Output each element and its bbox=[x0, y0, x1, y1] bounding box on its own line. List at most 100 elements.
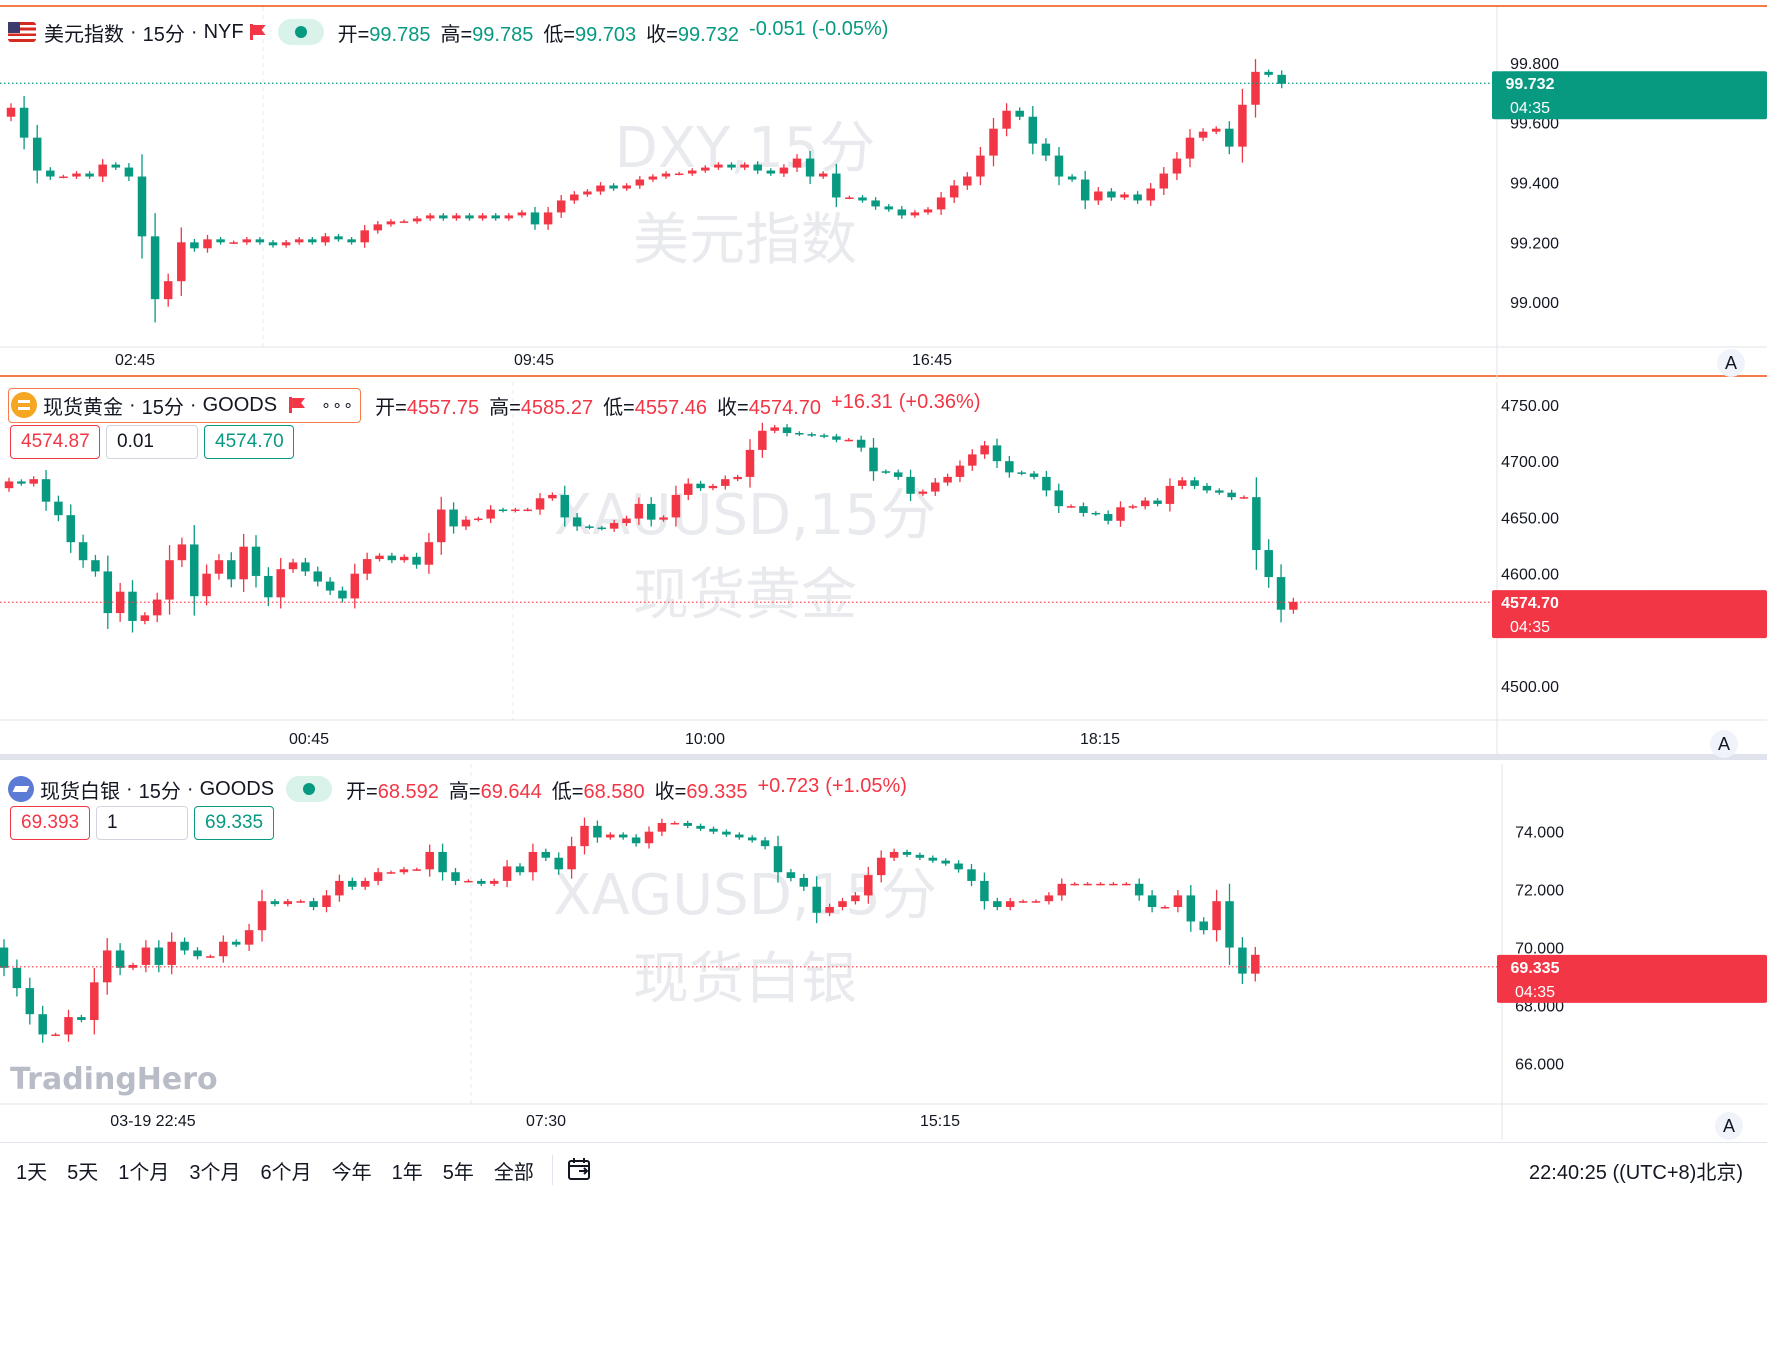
high-value: 4585.27 bbox=[520, 396, 594, 419]
candle-body bbox=[491, 215, 500, 219]
candle-body bbox=[832, 436, 841, 440]
range-1d[interactable]: 1天 bbox=[16, 1161, 48, 1184]
buy-button[interactable]: 4574.70 bbox=[204, 425, 294, 459]
candle-body bbox=[425, 215, 435, 219]
candle-body bbox=[1002, 110, 1011, 129]
candle-body bbox=[696, 825, 705, 829]
candle-body bbox=[437, 509, 446, 543]
symbol-name[interactable]: 美元指数 bbox=[44, 23, 124, 46]
flag-marker-icon[interactable] bbox=[249, 24, 266, 40]
candle-body bbox=[334, 236, 343, 240]
range-6m[interactable]: 6个月 bbox=[260, 1161, 312, 1184]
candle-body bbox=[580, 825, 589, 847]
candle-body bbox=[399, 221, 409, 223]
candle-body bbox=[782, 427, 792, 434]
close-value: 4574.70 bbox=[748, 396, 822, 419]
candle-body bbox=[308, 239, 317, 243]
auto-scale-button[interactable]: A bbox=[1715, 1112, 1743, 1140]
candle-body bbox=[128, 591, 137, 621]
time-tick-label: 18:15 bbox=[1080, 731, 1120, 748]
candle-body bbox=[1251, 71, 1260, 105]
candle-body bbox=[1070, 883, 1079, 886]
symbol-name[interactable]: 现货白银 bbox=[40, 780, 120, 803]
candle-body bbox=[1190, 480, 1199, 486]
auto-scale-button[interactable]: A bbox=[1717, 349, 1745, 377]
chart-pane-dxy[interactable]: DXY,15分 美元指数 99.800 99.600 99.400 99.200 99.00… bbox=[0, 5, 1767, 379]
candle-body bbox=[1277, 74, 1286, 84]
last-price-tag bbox=[1497, 954, 1767, 1003]
range-5d[interactable]: 5天 bbox=[67, 1161, 99, 1184]
range-all[interactable]: 全部 bbox=[493, 1161, 534, 1184]
candle-body bbox=[283, 901, 293, 905]
candle-body bbox=[338, 590, 347, 599]
flag-marker-icon[interactable] bbox=[289, 397, 305, 413]
candle-body bbox=[923, 209, 933, 213]
quantity-input[interactable]: 1 bbox=[96, 806, 188, 840]
candle-body bbox=[1103, 514, 1113, 521]
candle-body bbox=[322, 895, 331, 907]
interval-label[interactable]: 15分 bbox=[142, 23, 185, 46]
candle-body bbox=[66, 515, 75, 543]
range-3m[interactable]: 3个月 bbox=[189, 1161, 241, 1184]
candle-body bbox=[190, 242, 199, 249]
exchange-label: GOODS bbox=[202, 393, 278, 416]
buy-button[interactable]: 69.335 bbox=[194, 806, 274, 840]
candle-body bbox=[1083, 883, 1092, 886]
candle-body bbox=[687, 170, 697, 174]
auto-scale-button[interactable]: A bbox=[1710, 730, 1738, 758]
candle-body bbox=[799, 878, 809, 887]
price-tick-label: 4750.00 bbox=[1501, 398, 1559, 415]
candle-body bbox=[498, 509, 508, 512]
chart-pane-xauusd[interactable]: XAUUSD,15分 现货黄金 4750.00 4700.00 4650.00 4600.… bbox=[0, 382, 1767, 760]
candlestick-chart-xauusd[interactable]: XAUUSD,15分现货黄金4750.004700.004650.004600.… bbox=[0, 382, 1767, 754]
candle-body bbox=[560, 494, 569, 518]
candle-body bbox=[618, 834, 628, 838]
candle-body bbox=[102, 950, 112, 983]
market-status-icon[interactable] bbox=[277, 19, 324, 45]
candle-body bbox=[219, 941, 228, 957]
close-value: 99.732 bbox=[677, 23, 740, 46]
interval-label[interactable]: 15分 bbox=[138, 780, 181, 803]
separator: · bbox=[130, 20, 137, 43]
sell-button[interactable]: 69.393 bbox=[10, 806, 90, 840]
range-5y[interactable]: 5年 bbox=[442, 1161, 474, 1184]
candle-body bbox=[889, 851, 899, 858]
candle-body bbox=[1015, 110, 1024, 117]
candle-body bbox=[511, 509, 520, 512]
symbol-selector[interactable]: 现货黄金 · 15分 · GOODS ∘∘∘ bbox=[8, 387, 362, 423]
calendar-goto-icon[interactable] bbox=[565, 1155, 595, 1185]
candle-body bbox=[424, 542, 434, 565]
chart-pane-xagusd[interactable]: XAGUSD,15分 现货白银 74.000 72.000 70.000 68.000 66… bbox=[0, 764, 1767, 1142]
candle-body bbox=[1178, 480, 1187, 486]
sell-button[interactable]: 4574.87 bbox=[10, 425, 100, 459]
candle-body bbox=[1122, 883, 1131, 886]
candle-body bbox=[288, 562, 298, 570]
price-tick-label: 99.600 bbox=[1510, 116, 1559, 133]
candlestick-chart-xagusd[interactable]: XAGUSD,15分现货白银74.00072.00070.00068.00066… bbox=[0, 764, 1767, 1142]
candle-body bbox=[1239, 497, 1249, 499]
candle-body bbox=[876, 857, 886, 876]
separator: · bbox=[189, 393, 197, 416]
interval-label[interactable]: 15分 bbox=[141, 396, 184, 419]
candle-body bbox=[596, 185, 605, 192]
candle-body bbox=[90, 982, 99, 1020]
range-1m[interactable]: 1个月 bbox=[118, 1161, 170, 1184]
watermark-name: 现货黄金 bbox=[633, 563, 857, 628]
symbol-name[interactable]: 现货黄金 bbox=[43, 396, 123, 419]
market-status-icon[interactable] bbox=[286, 776, 333, 802]
more-options-icon[interactable]: ∘∘∘ bbox=[321, 397, 355, 414]
range-ytd[interactable]: 今年 bbox=[331, 1161, 372, 1184]
candle-body bbox=[851, 895, 860, 902]
range-1y[interactable]: 1年 bbox=[391, 1161, 423, 1184]
candlestick-chart-dxy[interactable]: DXY,15分美元指数99.80099.60099.40099.20099.00… bbox=[0, 7, 1767, 379]
quantity-input[interactable]: 0.01 bbox=[106, 425, 198, 459]
candle-body bbox=[1146, 188, 1155, 201]
candle-body bbox=[461, 519, 471, 527]
candle-body bbox=[523, 509, 532, 512]
price-tick-label: 4500.00 bbox=[1501, 679, 1559, 696]
candle-body bbox=[708, 485, 718, 489]
clock-timezone[interactable]: 22:40:25 ((UTC+8)北京) bbox=[1529, 1161, 1743, 1184]
high-label: 高= bbox=[440, 23, 473, 46]
candle-body bbox=[449, 509, 458, 527]
candle-body bbox=[838, 901, 847, 907]
